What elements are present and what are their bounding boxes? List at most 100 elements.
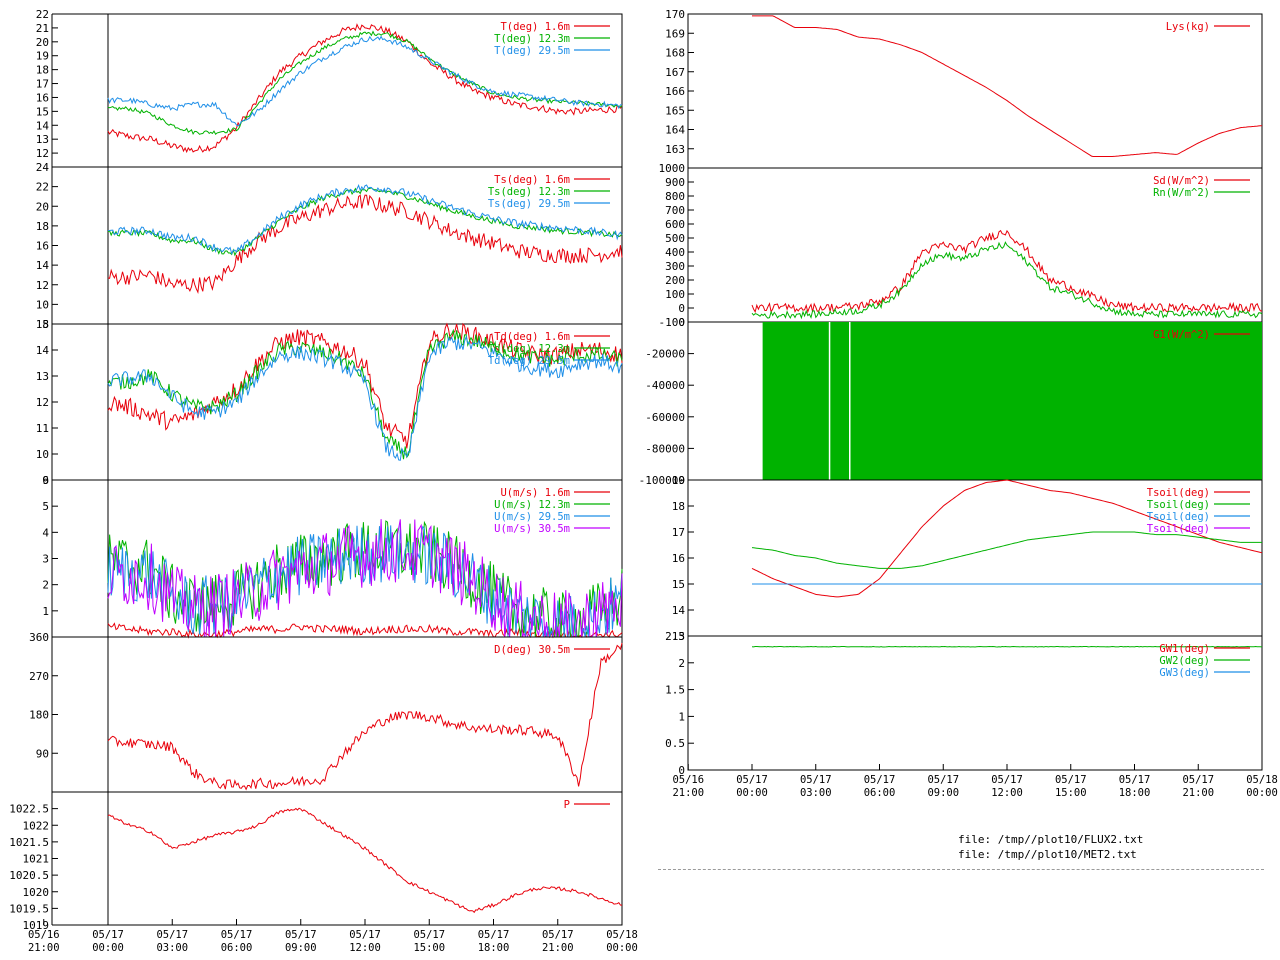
y-tick-label: 166 xyxy=(665,85,685,98)
y-tick-label: 1021 xyxy=(23,853,50,866)
x-tick-time: 09:00 xyxy=(927,787,959,799)
y-tick-label: 15 xyxy=(36,318,49,331)
y-tick-label: 4 xyxy=(42,526,49,539)
series-line xyxy=(107,23,623,154)
file-line-met: file: /tmp//plot10/MET2.txt xyxy=(958,848,1137,861)
y-tick-label: 1020.5 xyxy=(9,869,49,882)
y-tick-label: 0.5 xyxy=(665,737,685,750)
x-tick-time: 21:00 xyxy=(1182,787,1214,799)
x-tick-date: 05/17 xyxy=(221,929,253,941)
x-tick-time: 06:00 xyxy=(864,787,896,799)
y-tick-label: 21 xyxy=(36,22,49,35)
y-tick-label: 16 xyxy=(36,91,49,104)
y-tick-label: 17 xyxy=(672,526,685,539)
y-tick-label: 400 xyxy=(665,246,685,259)
x-tick-date: 05/17 xyxy=(1119,774,1151,786)
plot-panel: 1 2 3 4 5 6 U(m/s) 1.6mU(m/s) 12.3mU(m/s) 29.5… xyxy=(42,474,623,639)
series-line xyxy=(107,519,623,638)
series-line xyxy=(107,322,623,449)
y-tick-label: 19 xyxy=(672,474,685,487)
y-tick-label: 14 xyxy=(672,604,686,617)
x-tick-date: 05/16 xyxy=(28,929,60,941)
legend-label: Ts(deg) 29.5m xyxy=(488,198,570,210)
y-tick-label: 1021.5 xyxy=(9,836,49,849)
x-tick-time: 03:00 xyxy=(800,787,832,799)
y-tick-label: 1022 xyxy=(23,819,50,832)
y-tick-label: -20000 xyxy=(645,348,685,361)
x-tick-time: 03:00 xyxy=(156,942,188,954)
y-tick-label: 13 xyxy=(672,630,685,643)
x-tick-time: 21:00 xyxy=(542,942,574,954)
legend-label: Sd(W/m^2) xyxy=(1153,175,1210,187)
y-tick-label: 1.5 xyxy=(665,684,685,697)
y-tick-label: 167 xyxy=(665,66,685,79)
y-tick-label: 18 xyxy=(672,500,685,513)
legend-label: U(m/s) 30.5m xyxy=(494,523,570,535)
series-line xyxy=(107,807,623,914)
y-tick-label: 3 xyxy=(42,553,49,566)
x-tick-time: 12:00 xyxy=(349,942,381,954)
legend-label: Tsoil(deg) xyxy=(1147,499,1210,511)
legend-label: P xyxy=(564,799,570,811)
y-tick-label: 22 xyxy=(36,8,49,21)
series-line xyxy=(107,35,623,127)
legend-label: Td(deg) 12.3m xyxy=(488,343,570,355)
y-tick-label: 24 xyxy=(36,161,50,174)
x-tick-date: 05/17 xyxy=(156,929,188,941)
legend-label: Ts(deg) 1.6m xyxy=(494,174,570,186)
y-tick-label: 12 xyxy=(36,396,49,409)
x-tick-date: 05/17 xyxy=(991,774,1023,786)
y-tick-label: 180 xyxy=(29,709,49,722)
legend-label: G1(W/m^2) xyxy=(1153,329,1210,341)
legend-label: Tsoil(deg) xyxy=(1147,487,1210,499)
x-tick-time: 00:00 xyxy=(606,942,638,954)
x-tick-date: 05/17 xyxy=(92,929,124,941)
series-line xyxy=(107,328,623,460)
y-tick-label: 6 xyxy=(42,474,49,487)
plot-frame xyxy=(107,791,623,926)
series-line xyxy=(107,334,623,461)
y-tick-label: 700 xyxy=(665,204,685,217)
y-tick-label: 15 xyxy=(36,105,49,118)
series-line xyxy=(751,531,1262,569)
x-tick-time: 15:00 xyxy=(413,942,445,954)
y-tick-label: 18 xyxy=(36,64,49,77)
y-tick-label: 1022.5 xyxy=(9,803,49,816)
series-line xyxy=(752,15,1263,157)
time-axis: 05/1621:0005/1700:0005/1703:0005/1706:00… xyxy=(28,919,638,954)
x-tick-time: 21:00 xyxy=(28,942,60,954)
y-tick-label: 10 xyxy=(36,448,49,461)
legend-label: Tsoil(deg) xyxy=(1147,523,1210,535)
x-tick-date: 05/17 xyxy=(736,774,768,786)
y-tick-label: 1019 xyxy=(23,919,50,932)
y-tick-label: 12 xyxy=(36,147,49,160)
y-tick-label: 20 xyxy=(36,36,49,49)
y-tick-label: 0 xyxy=(678,316,685,329)
y-tick-label: 13 xyxy=(36,370,49,383)
x-tick-date: 05/17 xyxy=(864,774,896,786)
y-tick-label: 14 xyxy=(36,119,50,132)
legend-label: U(m/s) 1.6m xyxy=(500,487,570,499)
time-axis: 05/1621:0005/1700:0005/1703:0005/1706:00… xyxy=(672,764,1278,799)
y-tick-label: 11 xyxy=(36,422,49,435)
legend-label: T(deg) 1.6m xyxy=(500,21,570,33)
y-tick-label: 9 xyxy=(42,474,49,487)
y-tick-label: 300 xyxy=(665,260,685,273)
series-line xyxy=(107,30,623,135)
plot-panel: 13141516171819Tsoil(deg)Tsoil(deg)Tsoil(… xyxy=(672,474,1263,643)
x-tick-time: 00:00 xyxy=(92,942,124,954)
x-tick-date: 05/17 xyxy=(1055,774,1087,786)
y-tick-label: 22 xyxy=(36,181,49,194)
y-tick-label: 14 xyxy=(36,259,50,272)
y-tick-label: 17 xyxy=(36,78,49,91)
y-tick-label: 16 xyxy=(36,240,49,253)
y-tick-label: 20 xyxy=(36,200,49,213)
legend-label: GW2(deg) xyxy=(1159,655,1210,667)
legend-label: Ts(deg) 12.3m xyxy=(488,186,570,198)
y-tick-label: 2 xyxy=(42,579,49,592)
series-line xyxy=(751,241,1263,320)
y-tick-label: -40000 xyxy=(645,379,685,392)
